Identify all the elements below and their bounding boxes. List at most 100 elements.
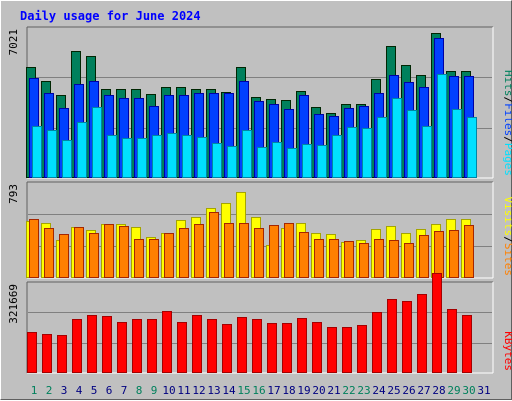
bottom-ymax-label: 321669 [7, 284, 20, 324]
legend-files: Files [502, 103, 512, 136]
top-bar-pages [167, 133, 177, 178]
legend-separator: / [502, 236, 512, 243]
top-bar-pages [32, 126, 42, 178]
middle-bar-sites [239, 223, 249, 278]
middle-bar-sites [464, 225, 474, 278]
bottom-bar-kbytes [357, 325, 367, 373]
bottom-bar-kbytes [462, 315, 472, 373]
middle-bar-sites [149, 239, 159, 278]
x-tick-label: 10 [162, 384, 175, 397]
x-tick-label: 3 [61, 384, 68, 397]
middle-bar-sites [194, 224, 204, 278]
bottom-bar-kbytes [237, 317, 247, 373]
x-tick-label: 19 [297, 384, 310, 397]
x-tick-label: 5 [91, 384, 98, 397]
middle-bar-sites [179, 228, 189, 278]
bottom-bar-kbytes [42, 334, 52, 373]
middle-bar-sites [254, 228, 264, 278]
top-bar-pages [317, 145, 327, 178]
top-bar-pages [212, 143, 222, 178]
x-tick-label: 12 [192, 384, 205, 397]
top-bar-pages [122, 138, 132, 178]
x-tick-label: 9 [151, 384, 158, 397]
x-tick-label: 1 [31, 384, 38, 397]
x-tick-label: 22 [342, 384, 355, 397]
bottom-bar-kbytes [102, 316, 112, 373]
x-tick-label: 15 [237, 384, 250, 397]
x-tick-label: 23 [357, 384, 370, 397]
top-bar-pages [467, 117, 477, 178]
bottom-legend: KBytes [502, 331, 512, 371]
bottom-bar-kbytes [282, 323, 292, 373]
chart-title: Daily usage for June 2024 [20, 9, 201, 23]
top-bar-pages [47, 130, 57, 178]
bottom-bar-kbytes [267, 323, 277, 373]
top-bar-pages [287, 148, 297, 178]
top-bar-pages [62, 140, 72, 178]
middle-bar-sites [29, 219, 39, 278]
top-bar-pages [332, 135, 342, 178]
legend-visits: Visits [502, 197, 512, 237]
middle-bar-sites [119, 226, 129, 278]
bottom-bar-kbytes [87, 315, 97, 373]
bottom-bar-kbytes [177, 322, 187, 373]
bottom-bar-kbytes [387, 299, 397, 373]
middle-bar-sites [314, 239, 324, 278]
x-tick-label: 6 [106, 384, 113, 397]
middle-bar-sites [209, 212, 219, 278]
legend-pages: Pages [502, 143, 512, 176]
x-tick-label: 18 [282, 384, 295, 397]
middle-bar-sites [284, 223, 294, 278]
bottom-bar-kbytes [57, 335, 67, 373]
top-bar-pages [362, 128, 372, 178]
x-tick-label: 29 [447, 384, 460, 397]
legend-separator: / [502, 97, 512, 104]
bottom-bar-kbytes [222, 324, 232, 373]
bottom-bar-kbytes [432, 273, 442, 373]
middle-bar-sites [164, 233, 174, 278]
top-bar-pages [137, 138, 147, 178]
top-bar-pages [227, 146, 237, 178]
bottom-bar-kbytes [327, 327, 337, 373]
x-tick-label: 7 [121, 384, 128, 397]
bottom-bar-kbytes [147, 319, 157, 373]
top-bar-pages [422, 126, 432, 178]
x-tick-label: 28 [432, 384, 445, 397]
bottom-bar-kbytes [447, 309, 457, 373]
top-bar-pages [407, 110, 417, 178]
bottom-bar-kbytes [117, 322, 127, 373]
bottom-bar-kbytes [417, 294, 427, 373]
bottom-bar-kbytes [132, 319, 142, 373]
bottom-bar-kbytes [372, 312, 382, 373]
top-bar-pages [107, 135, 117, 178]
middle-bar-sites [89, 233, 99, 278]
top-ymax-label: 7021 [7, 29, 20, 56]
top-bar-pages [182, 135, 192, 178]
middle-bar-sites [224, 223, 234, 278]
bottom-bar-kbytes [27, 332, 37, 373]
bottom-bar-kbytes [162, 311, 172, 373]
bottom-bar-kbytes [72, 319, 82, 373]
middle-bar-sites [104, 224, 114, 278]
middle-bar-sites [344, 241, 354, 278]
middle-bar-sites [299, 232, 309, 278]
top-bar-pages [257, 147, 267, 178]
top-bar-pages [77, 122, 87, 178]
middle-bar-sites [59, 234, 69, 278]
top-bar-pages [452, 109, 462, 178]
x-tick-label: 27 [417, 384, 430, 397]
middle-bar-sites [329, 239, 339, 278]
x-tick-label: 20 [312, 384, 325, 397]
x-tick-label: 25 [387, 384, 400, 397]
x-tick-label: 30 [462, 384, 475, 397]
top-legend: Hits/Files/Pages [502, 70, 512, 176]
top-bar-pages [302, 144, 312, 178]
middle-bar-sites [134, 239, 144, 278]
middle-bar-sites [74, 227, 84, 278]
top-bar-pages [92, 107, 102, 178]
x-tick-label: 16 [252, 384, 265, 397]
x-tick-label: 24 [372, 384, 386, 397]
x-tick-label: 31 [477, 384, 490, 397]
